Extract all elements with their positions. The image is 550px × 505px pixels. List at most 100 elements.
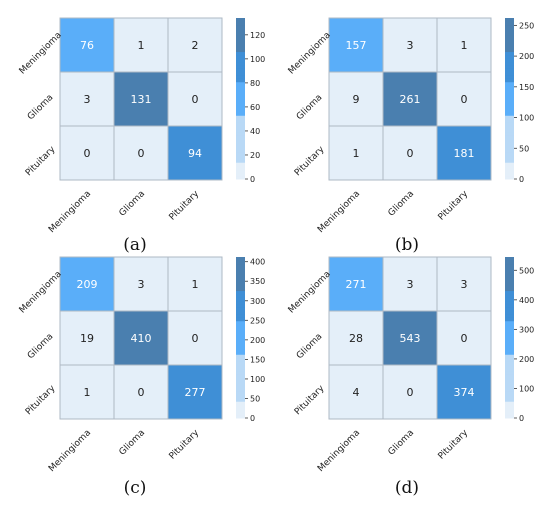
colorbar-band <box>505 41 514 46</box>
cell-value-label: 410 <box>131 332 152 345</box>
colorbar-band <box>236 280 245 285</box>
colorbar-band <box>236 138 245 143</box>
colorbar-band <box>236 24 245 29</box>
colorbar-band <box>505 293 514 298</box>
y-tick-label: Pituitary <box>24 144 58 178</box>
colorbar-band <box>505 85 514 89</box>
colorbar-band <box>236 85 245 89</box>
x-tick-label: Pituitary <box>168 189 202 223</box>
panel-label: (c) <box>124 478 147 498</box>
colorbar-band <box>236 108 245 113</box>
colorbar-tick-label: 100 <box>519 114 534 123</box>
colorbar-band <box>236 330 245 335</box>
cell-value-label: 1 <box>353 147 360 160</box>
cell-value-label: 1 <box>192 278 199 291</box>
colorbar-band <box>236 387 245 392</box>
colorbar-band <box>236 397 245 402</box>
colorbar-band <box>236 165 245 170</box>
heatmap-cell <box>328 310 384 366</box>
cell-value-label: 0 <box>84 147 91 160</box>
colorbar-band <box>236 297 245 302</box>
cell-value-label: 76 <box>80 39 94 52</box>
heatmap-cell <box>167 364 223 420</box>
cell-value-label: 19 <box>80 332 94 345</box>
cell-value-label: 543 <box>400 332 421 345</box>
heatmap-cell <box>167 310 223 366</box>
x-tick-label: Glioma <box>118 189 148 219</box>
panel-3: 271 3 3 28 543 0 4 0 374 Meningioma Glioma Pituitar… <box>287 256 534 498</box>
colorbar-band <box>236 381 245 385</box>
colorbar-tick-label: 150 <box>250 355 265 364</box>
colorbar-tick-label: 350 <box>250 277 265 286</box>
cell-value-label: 1 <box>461 39 468 52</box>
colorbar-tick-label: 120 <box>250 31 265 40</box>
colorbar-band <box>505 111 514 116</box>
colorbar-band <box>505 162 514 167</box>
colorbar-band <box>505 344 514 349</box>
colorbar-band <box>236 64 245 69</box>
x-tick-label: Meningioma <box>47 428 93 474</box>
heatmap-cell <box>436 71 492 127</box>
colorbar-band <box>505 142 514 146</box>
cell-value-label: 157 <box>346 39 367 52</box>
colorbar-band <box>236 334 245 338</box>
colorbar-band <box>236 132 245 136</box>
cell-value-label: 94 <box>188 147 202 160</box>
cell-value-label: 277 <box>185 386 206 399</box>
cell-value-label: 3 <box>461 278 468 291</box>
colorbar-band <box>236 48 245 53</box>
colorbar-band <box>505 317 514 322</box>
heatmap-cell <box>382 125 438 181</box>
colorbar-band <box>236 142 245 146</box>
cell-value-label: 374 <box>454 386 475 399</box>
colorbar-band <box>505 91 514 96</box>
colorbar-band <box>236 38 245 42</box>
y-tick-label: Glioma <box>295 332 325 362</box>
colorbar-band <box>505 148 514 153</box>
colorbar-band <box>505 354 514 359</box>
colorbar-tick-label: 300 <box>250 297 265 306</box>
colorbar-band <box>236 58 245 63</box>
colorbar-band <box>505 337 514 342</box>
colorbar-band <box>505 28 514 32</box>
heatmap-cell <box>436 364 492 420</box>
heatmap-cell <box>59 256 115 312</box>
x-tick-label: Glioma <box>387 428 417 458</box>
colorbar-band <box>236 337 245 342</box>
colorbar-band <box>505 360 514 365</box>
y-tick-label: Glioma <box>295 93 325 123</box>
x-tick-label: Glioma <box>387 189 417 219</box>
colorbar-band <box>505 75 514 79</box>
cell-value-label: 1 <box>84 386 91 399</box>
colorbar-band <box>505 303 514 308</box>
cell-value-label: 0 <box>192 332 199 345</box>
heatmap-cell <box>328 125 384 181</box>
colorbar-band <box>505 128 514 133</box>
heatmap-cell <box>328 256 384 312</box>
cell-value-label: 271 <box>346 278 367 291</box>
colorbar-tick-label: 40 <box>250 127 260 136</box>
colorbar-tick-label: 250 <box>519 21 534 30</box>
colorbar-band <box>505 407 514 412</box>
heatmap-cell <box>382 71 438 127</box>
colorbar-band <box>236 81 245 86</box>
cell-value-label: 3 <box>407 278 414 291</box>
heatmap-cell <box>59 125 115 181</box>
cell-value-label: 0 <box>461 332 468 345</box>
colorbar-band <box>236 273 245 278</box>
x-tick-label: Meningioma <box>316 428 362 474</box>
y-tick-label: Glioma <box>26 332 56 362</box>
colorbar-band <box>505 350 514 355</box>
y-tick-label: Pituitary <box>293 383 327 417</box>
colorbar-band <box>505 34 514 39</box>
colorbar-band <box>236 317 245 322</box>
y-tick-label: Glioma <box>26 93 56 123</box>
cell-value-label: 28 <box>349 332 363 345</box>
colorbar-band <box>236 357 245 362</box>
colorbar-band <box>236 75 245 79</box>
heatmap-cell <box>382 256 438 312</box>
colorbar-band <box>505 64 514 69</box>
colorbar-band <box>505 330 514 335</box>
colorbar-band <box>236 111 245 116</box>
